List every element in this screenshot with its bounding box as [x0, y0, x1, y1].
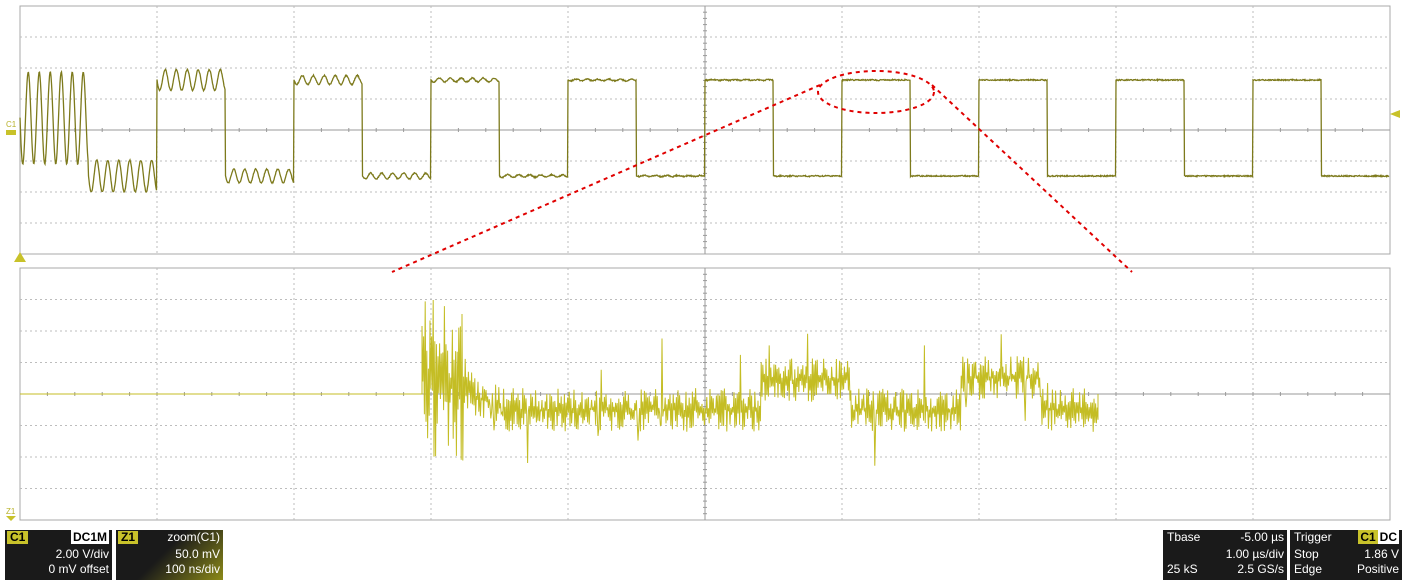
trigger-level: 1.86 V	[1364, 548, 1399, 561]
z1-zoom-descriptor[interactable]: Z1 zoom(C1) 50.0 mV 100 ns/div	[116, 530, 223, 580]
z1-ground-marker[interactable]	[6, 516, 16, 521]
trigger-source-badge: C1	[1358, 530, 1377, 544]
z1-volts-per-div: 50.0 mV	[175, 548, 220, 561]
c1-ground-marker-label: C1	[6, 120, 17, 129]
c1-tag: C1	[7, 531, 28, 544]
timebase-scale: 1.00 µs/div	[1226, 548, 1284, 561]
trigger-slope: Positive	[1357, 563, 1399, 576]
trigger-mode: Stop	[1294, 548, 1319, 561]
c1-volts-per-div: 2.00 V/div	[56, 548, 109, 561]
trigger-label: Trigger	[1294, 531, 1332, 544]
c1-channel-descriptor[interactable]: C1 DC1M 2.00 V/div 0 mV offset	[5, 530, 112, 580]
trigger-type: Edge	[1294, 563, 1322, 576]
timebase-delay: -5.00 µs	[1240, 531, 1284, 544]
trigger-level-marker[interactable]	[1390, 110, 1400, 118]
z1-time-per-div: 100 ns/div	[165, 563, 220, 576]
z1-ground-marker-label: Z1	[6, 507, 16, 516]
c1-offset: 0 mV offset	[49, 563, 109, 576]
trigger-coupling-badge: DC	[1378, 530, 1399, 544]
c1-coupling-badge: DC1M	[71, 530, 109, 544]
trigger-descriptor[interactable]: Trigger C1 DC Stop 1.86 V Edge Positive	[1290, 530, 1402, 580]
z1-tag: Z1	[118, 531, 138, 544]
timebase-descriptor[interactable]: Tbase -5.00 µs 1.00 µs/div 25 kS 2.5 GS/…	[1163, 530, 1287, 580]
timebase-label: Tbase	[1167, 531, 1200, 544]
z1-source: zoom(C1)	[167, 531, 220, 544]
timebase-samples: 25 kS	[1167, 563, 1198, 576]
c1-ground-marker[interactable]	[6, 130, 16, 135]
timebase-sample-rate: 2.5 GS/s	[1237, 563, 1284, 576]
